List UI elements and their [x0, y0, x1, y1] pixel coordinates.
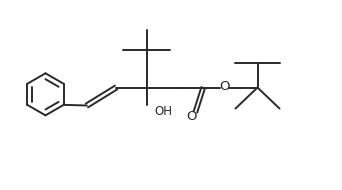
Text: O: O [219, 80, 230, 93]
Text: O: O [186, 109, 197, 123]
Text: OH: OH [154, 105, 172, 118]
